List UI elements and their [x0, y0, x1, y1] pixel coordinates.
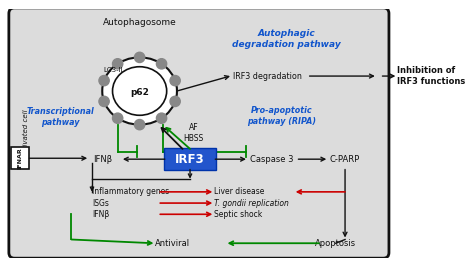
Text: Activated cell: Activated cell — [24, 109, 29, 157]
Circle shape — [112, 59, 123, 69]
Circle shape — [156, 113, 167, 123]
Text: IFNAR: IFNAR — [18, 147, 23, 169]
Text: IFNβ: IFNβ — [93, 155, 112, 164]
Text: IFNβ: IFNβ — [92, 210, 109, 219]
Text: C-PARP: C-PARP — [330, 155, 360, 164]
Text: p62: p62 — [130, 88, 149, 97]
Text: Apoptosis: Apoptosis — [315, 239, 356, 248]
Text: Inflammatory genes: Inflammatory genes — [92, 187, 169, 196]
Text: Septic shock: Septic shock — [214, 210, 263, 219]
Circle shape — [135, 120, 145, 130]
Circle shape — [170, 76, 180, 86]
FancyBboxPatch shape — [9, 8, 389, 258]
FancyBboxPatch shape — [164, 148, 216, 170]
Circle shape — [99, 76, 109, 86]
Text: T. gondii replication: T. gondii replication — [214, 199, 289, 207]
Text: Liver disease: Liver disease — [214, 187, 264, 196]
Text: IRF3 degradation: IRF3 degradation — [233, 72, 302, 81]
Text: AF
HBSS: AF HBSS — [183, 123, 204, 143]
FancyBboxPatch shape — [11, 147, 29, 170]
Text: IRF3: IRF3 — [175, 153, 205, 166]
Text: Pro-apoptotic
pathway (RIPA): Pro-apoptotic pathway (RIPA) — [247, 106, 316, 126]
Ellipse shape — [102, 57, 177, 125]
Ellipse shape — [112, 67, 167, 115]
Text: LC3-II: LC3-II — [104, 68, 123, 73]
Text: Antiviral: Antiviral — [155, 239, 190, 248]
Circle shape — [170, 96, 180, 107]
Circle shape — [156, 59, 167, 69]
Circle shape — [135, 52, 145, 62]
Text: Transcriptional
pathway: Transcriptional pathway — [27, 107, 94, 127]
Text: ISGs: ISGs — [92, 199, 109, 207]
Text: Inhibition of
IRF3 functions: Inhibition of IRF3 functions — [397, 66, 465, 86]
Text: Autophagic
degradation pathway: Autophagic degradation pathway — [232, 29, 341, 49]
Circle shape — [99, 96, 109, 107]
Text: Caspase 3: Caspase 3 — [250, 155, 294, 164]
Text: Autophagosome: Autophagosome — [103, 18, 176, 27]
Circle shape — [112, 113, 123, 123]
